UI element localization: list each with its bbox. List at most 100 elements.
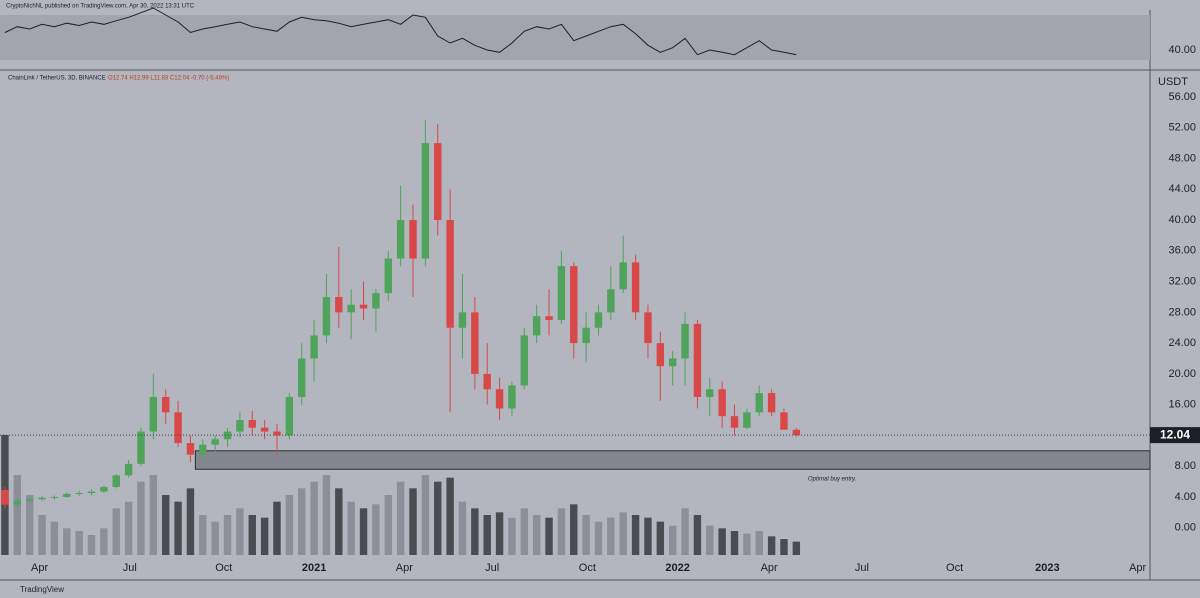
x-tick-label: Apr [761, 562, 778, 574]
volume-bar [706, 525, 714, 555]
x-tick-label: Jul [855, 562, 869, 574]
x-tick-label: Oct [579, 562, 596, 574]
candle-body [384, 258, 392, 294]
volume-bar [285, 495, 294, 555]
candle-body [644, 312, 652, 344]
candle-body [730, 416, 739, 428]
candle-body [359, 304, 368, 309]
x-tick-label: Oct [946, 562, 963, 574]
candle-body [594, 312, 603, 328]
y-tick-label: 32.00 [1168, 275, 1196, 287]
volume-bar [199, 515, 207, 555]
candle-body [124, 463, 133, 476]
candle-body [693, 323, 702, 397]
volume-bar [421, 475, 430, 555]
volume-bar [570, 504, 578, 555]
volume-bar [211, 521, 219, 555]
y-tick-label: 52.00 [1168, 122, 1196, 134]
volume-bar [520, 508, 529, 555]
annotation: Optimal buy entry. [808, 477, 856, 483]
last-price-box [1150, 427, 1200, 444]
candle-body [63, 493, 71, 497]
candle-body [718, 389, 726, 417]
y-tick-label: 16.00 [1168, 399, 1196, 411]
candle-body [631, 262, 640, 313]
volume-bar [75, 531, 83, 555]
volume-bar [63, 528, 71, 555]
volume-bar [372, 504, 380, 555]
candle-body [706, 389, 714, 397]
volume-bar [396, 481, 405, 555]
volume-bar [384, 495, 392, 555]
candle-body [409, 220, 417, 259]
x-tick-label: Apr [31, 562, 48, 574]
volume-bar [619, 512, 627, 555]
volume-bar [483, 515, 491, 555]
candle-body [25, 499, 34, 501]
candle-body [767, 393, 776, 413]
candle-body [322, 296, 331, 336]
volume-bar [458, 501, 467, 555]
volume-bar [186, 488, 195, 555]
volume-bar [100, 528, 108, 555]
volume-bar [681, 508, 689, 555]
volume-bar [495, 512, 504, 555]
x-tick-label: 2021 [302, 562, 326, 574]
volume-bar [310, 481, 318, 555]
volume-bar [38, 515, 46, 555]
rsi-band [0, 15, 1150, 61]
candle-body [792, 429, 801, 436]
candle-body [619, 262, 627, 290]
volume-bar [13, 475, 22, 555]
volume-bar [668, 525, 677, 555]
candle-body [557, 266, 566, 321]
volume-bar [767, 536, 776, 555]
y-tick-label: 28.00 [1168, 306, 1196, 318]
candle-body [298, 358, 306, 397]
candle-body [372, 293, 380, 309]
candle-body [483, 373, 491, 390]
candle-body [248, 420, 256, 428]
brand: TradingView [20, 585, 64, 594]
last-price-label: 12.04 [1160, 427, 1190, 441]
candle-body [211, 439, 219, 445]
candle-body [161, 396, 170, 413]
volume-bar [112, 508, 120, 555]
y-tick-label: 48.00 [1168, 152, 1196, 164]
candle-body [13, 500, 22, 505]
candle-body [508, 385, 516, 409]
volume-bar [730, 531, 739, 555]
candle-body [421, 143, 430, 259]
volume-bar [582, 515, 590, 555]
volume-bar [434, 481, 442, 555]
candle-body [495, 389, 504, 409]
x-tick-label: Jul [123, 562, 137, 574]
candle-body [174, 412, 182, 444]
candle-body [434, 143, 442, 221]
candle-body [273, 431, 281, 436]
y-tick-label: 4.00 [1175, 491, 1196, 503]
y-tick-label: 0.00 [1175, 522, 1196, 534]
volume-bar [161, 495, 170, 555]
volume-bar [174, 501, 182, 555]
candle-body [396, 220, 405, 259]
volume-bar [298, 488, 306, 555]
y-tick-label: 44.00 [1168, 183, 1196, 195]
volume-bar [594, 521, 603, 555]
volume-bar [335, 488, 343, 555]
candle-body [520, 335, 529, 386]
volume-bar [322, 475, 331, 555]
volume-bar [792, 541, 801, 555]
volume-bar [359, 508, 368, 555]
candle-body [582, 327, 590, 344]
y-tick-label: 56.00 [1168, 91, 1196, 103]
x-tick-label: 2023 [1035, 562, 1059, 574]
volume-bar [409, 488, 417, 555]
candle-body [446, 220, 454, 328]
candle-body [347, 304, 355, 313]
volume-bar [508, 517, 516, 555]
candle-body [260, 427, 269, 432]
y-tick-label: 36.00 [1168, 245, 1196, 257]
